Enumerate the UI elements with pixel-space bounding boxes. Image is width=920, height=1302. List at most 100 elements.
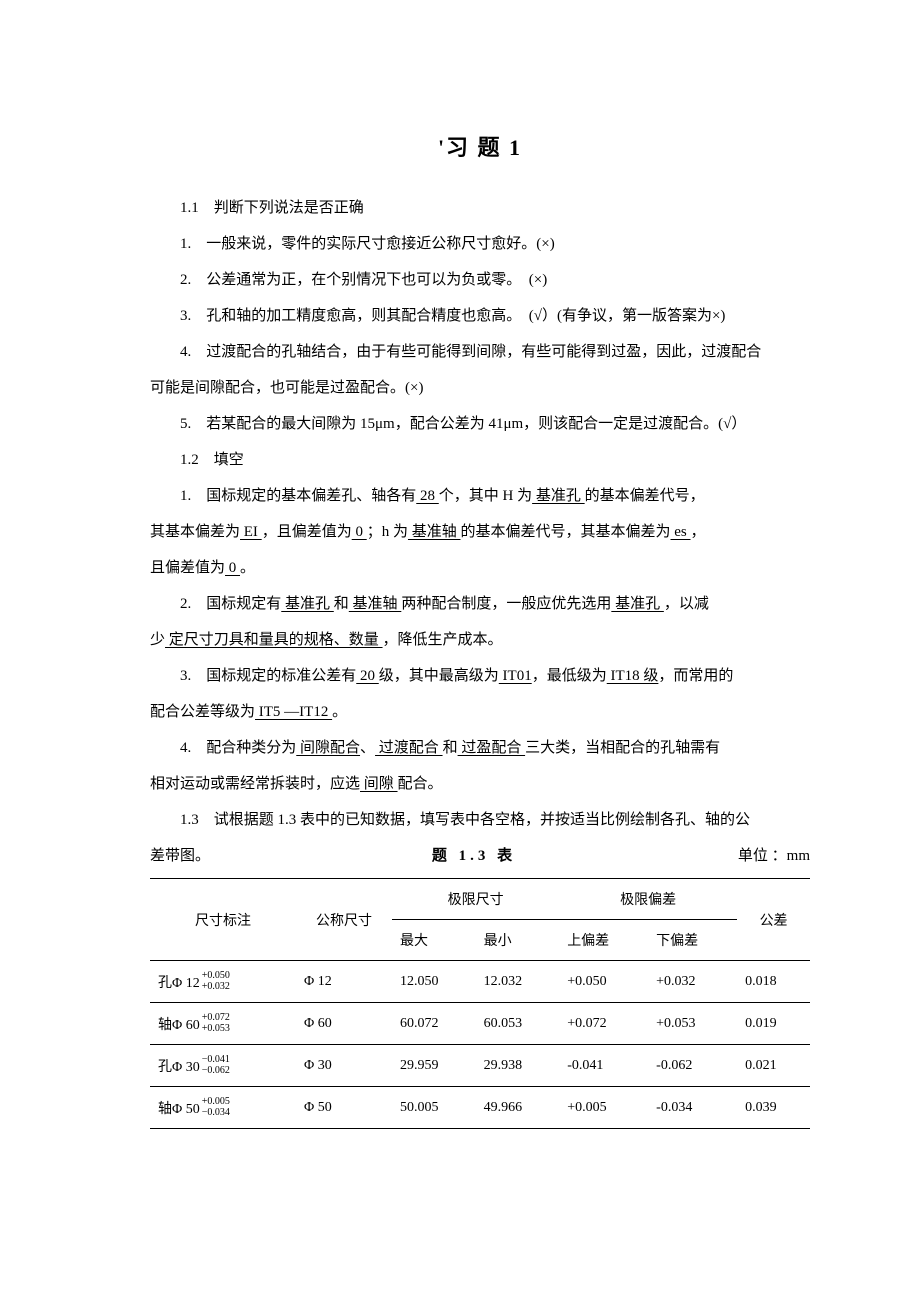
tol-stack: +0.072 +0.053: [202, 1013, 230, 1034]
q-1-2-3-line1: 3. 国标规定的标准公差有 20 级，其中最高级为 IT01，最低级为 IT18…: [150, 658, 810, 694]
text: 3. 国标规定的标准公差有: [180, 668, 356, 684]
q-1-2-2-line2: 少 定尺寸刀具和量具的规格、数量 ，降低生产成本。: [150, 622, 810, 658]
text: 。: [332, 704, 347, 720]
text: 2. 国标规定有: [180, 596, 281, 612]
table-row: 孔Φ 30 −0.041 −0.062 Φ 30 29.959 29.938 -…: [150, 1045, 810, 1087]
text: 其基本偏差为: [150, 524, 240, 540]
col-limit-size: 极限尺寸: [392, 879, 559, 920]
label-prefix: 孔Φ 30: [158, 1056, 200, 1076]
blank: 间隙配合: [296, 740, 360, 756]
tolerance-table: 尺寸标注 公称尺寸 极限尺寸 极限偏差 公差 最大 最小 上偏差 下偏差 孔Φ …: [150, 878, 810, 1129]
col-max: 最大: [392, 920, 476, 961]
text: ，最低级为: [532, 668, 607, 684]
tol-up: +0.072: [202, 1013, 230, 1024]
text: 4. 配合种类分为: [180, 740, 296, 756]
q-1-1-4-line2: 可能是间隙配合，也可能是过盈配合。(×): [150, 370, 810, 406]
cell-upper: +0.050: [559, 961, 648, 1003]
cell-tol: 0.039: [737, 1087, 810, 1129]
page-title: '习 题 1: [150, 130, 810, 162]
tol-stack: +0.050 +0.032: [202, 971, 230, 992]
col-min: 最小: [476, 920, 560, 961]
label-prefix: 轴Φ 50: [158, 1098, 200, 1118]
table-caption-row: 差带图。 题 1.3 表 单位 ：mm: [150, 838, 810, 874]
text: 、: [360, 740, 375, 756]
text: ；h 为: [367, 524, 408, 540]
table-row: 轴Φ 60 +0.072 +0.053 Φ 60 60.072 60.053 +…: [150, 1003, 810, 1045]
cell-lower: +0.053: [648, 1003, 737, 1045]
cell-upper: +0.072: [559, 1003, 648, 1045]
blank: 过盈配合: [458, 740, 526, 756]
col-lower-dev: 下偏差: [648, 920, 737, 961]
text: 和: [334, 596, 349, 612]
cell-min: 29.938: [476, 1045, 560, 1087]
cell-lower: -0.034: [648, 1087, 737, 1129]
q-1-1-1: 1. 一般来说，零件的实际尺寸愈接近公称尺寸愈好。(×): [150, 226, 810, 262]
q-1-1-2: 2. 公差通常为正，在个别情况下也可以为负或零。 (×): [150, 262, 810, 298]
blank: 间隙: [360, 776, 398, 792]
section-1-3-line2-left: 差带图。: [150, 838, 210, 874]
text: 三大类，当相配合的孔轴需有: [525, 740, 720, 756]
tol-up: +0.005: [202, 1097, 230, 1108]
cell-max: 50.005: [392, 1087, 476, 1129]
text: ，而常用的: [658, 668, 733, 684]
q-1-2-1-line3: 且偏差值为 0 。: [150, 550, 810, 586]
blank: IT01: [499, 668, 532, 684]
text: ，且偏差值为: [262, 524, 352, 540]
q-1-2-2-line1: 2. 国标规定有 基准孔 和 基准轴 两种配合制度，一般应优先选用 基准孔 ，以…: [150, 586, 810, 622]
blank: EI: [240, 524, 262, 540]
cell-tol: 0.019: [737, 1003, 810, 1045]
cell-lower: +0.032: [648, 961, 737, 1003]
tol-low: +0.032: [202, 982, 230, 993]
q-1-2-3-line2: 配合公差等级为 IT5 —IT12 。: [150, 694, 810, 730]
col-nominal: 公称尺寸: [296, 879, 392, 961]
blank: IT5 —IT12: [255, 704, 332, 720]
col-tolerance: 公差: [737, 879, 810, 961]
q-1-1-3: 3. 孔和轴的加工精度愈高，则其配合精度也愈高。 (√）(有争议，第一版答案为×…: [150, 298, 810, 334]
blank: es: [671, 524, 691, 540]
cell-upper: -0.041: [559, 1045, 648, 1087]
cell-min: 60.053: [476, 1003, 560, 1045]
text: ，降低生产成本。: [383, 632, 503, 648]
text: 级，其中最高级为: [379, 668, 499, 684]
cell-tol: 0.021: [737, 1045, 810, 1087]
text: 。: [240, 560, 255, 576]
blank: 基准孔: [281, 596, 334, 612]
section-1-2-heading: 1.2 填空: [150, 442, 810, 478]
col-upper-dev: 上偏差: [559, 920, 648, 961]
cell-nominal: Φ 50: [296, 1087, 392, 1129]
blank: 28: [416, 488, 439, 504]
text: 少: [150, 632, 165, 648]
tol-up: +0.050: [202, 971, 230, 982]
cell-lower: -0.062: [648, 1045, 737, 1087]
q-1-2-4-line1: 4. 配合种类分为 间隙配合、 过渡配合 和 过盈配合 三大类，当相配合的孔轴需…: [150, 730, 810, 766]
cell-label: 轴Φ 60 +0.072 +0.053: [150, 1003, 296, 1045]
text: 两种配合制度，一般应优先选用: [401, 596, 611, 612]
cell-min: 12.032: [476, 961, 560, 1003]
text: 的基本偏差代号，: [585, 488, 705, 504]
table-caption: 题 1.3 表: [210, 838, 738, 874]
cell-max: 60.072: [392, 1003, 476, 1045]
q-1-1-4-line1: 4. 过渡配合的孔轴结合，由于有些可能得到间隙，有些可能得到过盈，因此，过渡配合: [150, 334, 810, 370]
cell-upper: +0.005: [559, 1087, 648, 1129]
text: 个，其中 H 为: [439, 488, 532, 504]
q-1-1-5: 5. 若某配合的最大间隙为 15μm，配合公差为 41μm，则该配合一定是过渡配…: [150, 406, 810, 442]
cell-nominal: Φ 60: [296, 1003, 392, 1045]
q-1-2-4-line2: 相对运动或需经常拆装时，应选 间隙 配合。: [150, 766, 810, 802]
label-prefix: 轴Φ 60: [158, 1014, 200, 1034]
blank: 20: [356, 668, 379, 684]
table-unit: 单位 ：mm: [738, 838, 810, 874]
text: ，: [691, 524, 706, 540]
cell-nominal: Φ 30: [296, 1045, 392, 1087]
table-row: 孔Φ 12 +0.050 +0.032 Φ 12 12.050 12.032 +…: [150, 961, 810, 1003]
tol-up: −0.041: [202, 1055, 230, 1066]
table-row: 轴Φ 50 +0.005 −0.034 Φ 50 50.005 49.966 +…: [150, 1087, 810, 1129]
text: 1. 国标规定的基本偏差孔、轴各有: [180, 488, 416, 504]
section-1-3-line1: 1.3 试根据题 1.3 表中的已知数据，填写表中各空格，并按适当比例绘制各孔、…: [150, 802, 810, 838]
text: ，以减: [664, 596, 709, 612]
cell-label: 孔Φ 12 +0.050 +0.032: [150, 961, 296, 1003]
text: 配合。: [398, 776, 443, 792]
q-1-2-1-line2: 其基本偏差为 EI ，且偏差值为 0 ；h 为 基准轴 的基本偏差代号，其基本偏…: [150, 514, 810, 550]
tol-low: −0.034: [202, 1108, 230, 1119]
blank: 基准孔: [532, 488, 585, 504]
text: 相对运动或需经常拆装时，应选: [150, 776, 360, 792]
